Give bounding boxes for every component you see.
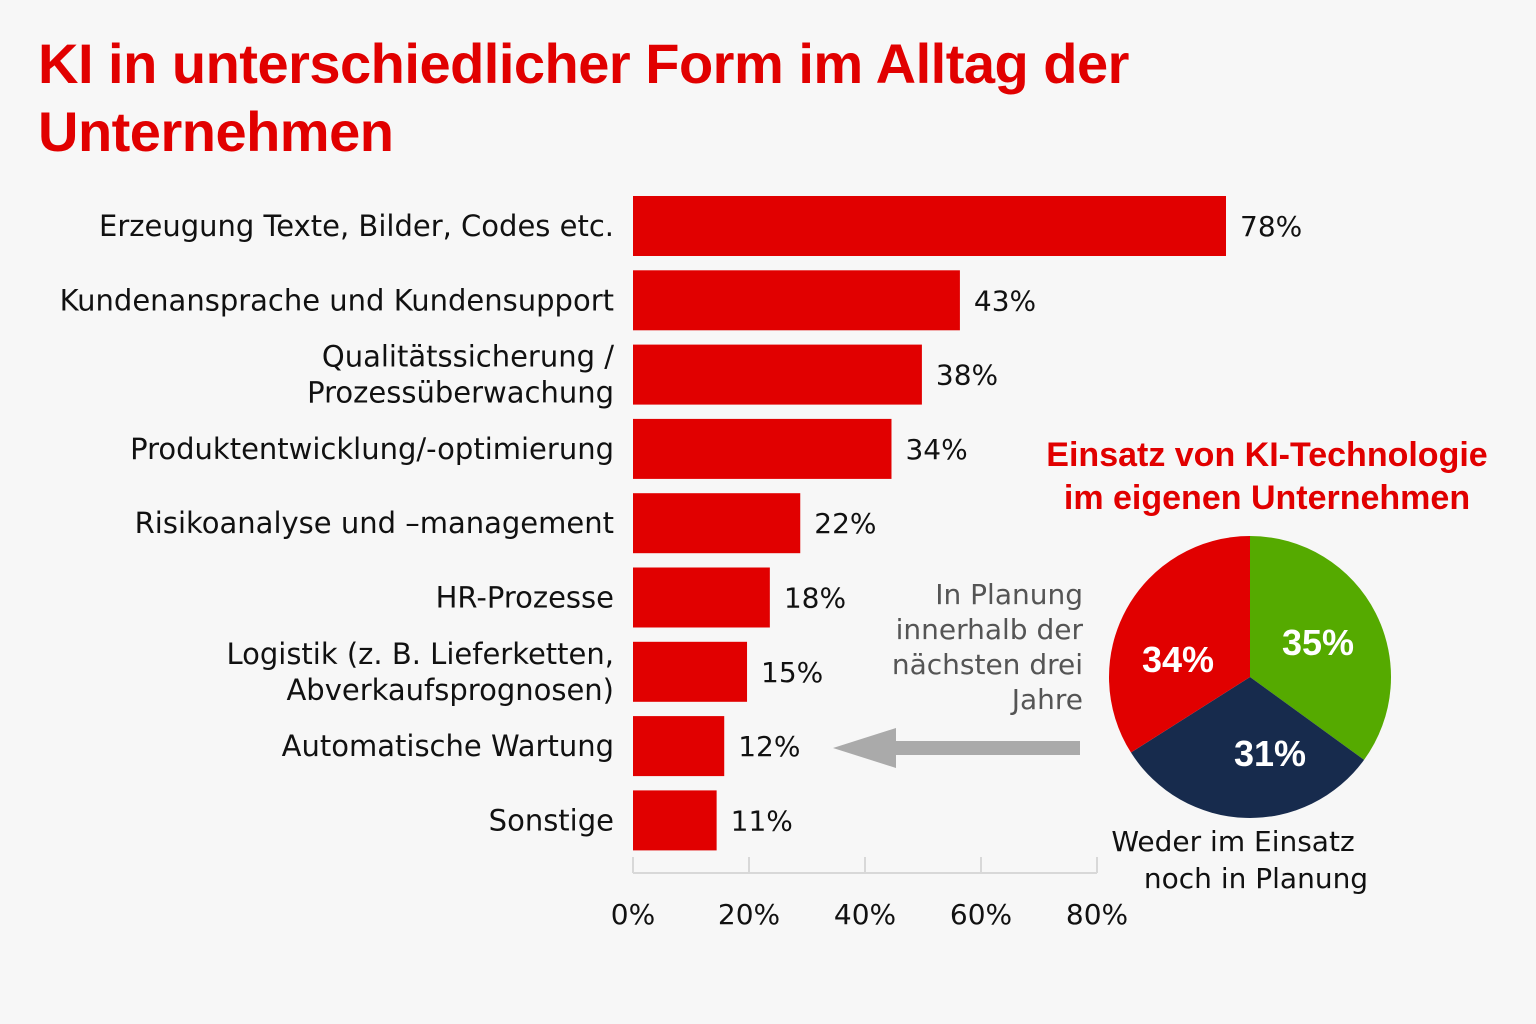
pie-slice xyxy=(1130,677,1365,818)
category-label: Abverkaufsprognosen) xyxy=(286,673,614,707)
x-tick-label: 0% xyxy=(611,898,655,931)
pie-title: im eigenen Unternehmen xyxy=(1064,479,1470,517)
planning-annotation: innerhalb der xyxy=(896,613,1084,646)
category-label: Erzeugung Texte, Bilder, Codes etc. xyxy=(99,209,614,243)
pie-slice xyxy=(1250,536,1391,760)
pie-value-label: 35% xyxy=(1282,622,1354,663)
category-label: Logistik (z. B. Lieferketten, xyxy=(226,637,614,671)
x-tick-label: 60% xyxy=(950,898,1012,931)
neither-annotation: Weder im Einsatz xyxy=(1111,825,1354,858)
pie-value-label: 34% xyxy=(1142,639,1214,680)
category-label: Automatische Wartung xyxy=(282,729,614,763)
category-label: Kundenansprache und Kundensupport xyxy=(60,283,614,317)
category-label: Qualitätssicherung / xyxy=(322,340,614,374)
pie-value-label: 31% xyxy=(1234,733,1306,774)
category-label: Produktentwicklung/-optimierung xyxy=(130,432,614,466)
value-label: 18% xyxy=(784,582,846,615)
bar xyxy=(633,196,1226,256)
bar xyxy=(633,641,748,702)
value-label: 11% xyxy=(731,804,793,837)
pie-title: Einsatz von KI-Technologie xyxy=(1046,436,1487,474)
pie-slice xyxy=(1108,536,1250,753)
planning-annotation: Jahre xyxy=(1010,683,1083,716)
category-label: Risikoanalyse und –management xyxy=(135,506,614,540)
category-label: Sonstige xyxy=(489,803,614,837)
arrow-icon xyxy=(833,728,1080,768)
x-tick-label: 80% xyxy=(1066,898,1128,931)
bar xyxy=(633,567,770,628)
neither-annotation: noch in Planung xyxy=(1144,862,1368,895)
x-axis: 0% 20% 40% 60% 80% xyxy=(611,857,1128,931)
value-label: 78% xyxy=(1240,210,1302,243)
pie-chart: Einsatz von KI-Technologie im eigenen Unt… xyxy=(892,436,1488,895)
value-label: 15% xyxy=(761,656,823,689)
planning-annotation: In Planung xyxy=(935,578,1083,611)
x-tick-label: 40% xyxy=(834,898,896,931)
value-label: 12% xyxy=(738,730,800,763)
bar xyxy=(633,270,960,331)
value-label: 38% xyxy=(936,359,998,392)
value-label: 22% xyxy=(814,507,876,540)
bar xyxy=(633,344,922,405)
x-tick-label: 20% xyxy=(718,898,780,931)
category-label: HR-Prozesse xyxy=(436,581,614,615)
value-label: 34% xyxy=(905,433,967,466)
bar xyxy=(633,716,725,777)
bar xyxy=(633,493,801,554)
chart-title: KI in unterschiedlicher Form im Alltag d… xyxy=(38,32,1129,163)
value-label: 43% xyxy=(974,284,1036,317)
bar-chart: 78% Erzeugung Texte, Bilder, Codes etc. 43… xyxy=(60,196,1302,851)
category-label: Prozessüberwachung xyxy=(307,376,614,410)
bar xyxy=(633,790,717,851)
planning-annotation: nächsten drei xyxy=(892,648,1083,681)
bar xyxy=(633,418,892,479)
